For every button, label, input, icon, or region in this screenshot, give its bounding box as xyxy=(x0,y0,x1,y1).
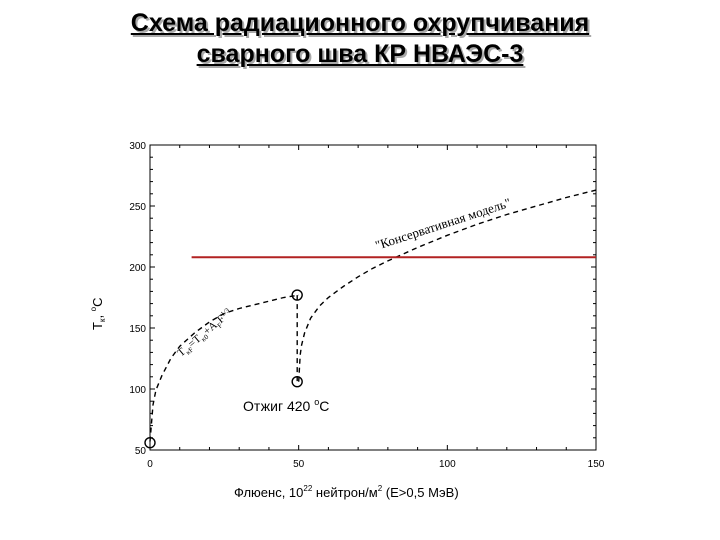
y-axis-label-degree: o xyxy=(89,306,98,311)
formula-part-tk0-sub: к0 xyxy=(200,333,211,344)
annealing-label-prefix: Отжиг 420 xyxy=(243,398,314,414)
annealing-label-unit: C xyxy=(319,398,329,414)
y-axis-label-sep: , xyxy=(90,311,105,318)
x-axis-label: Флюенс, 1022 нейтрон/м2 (E>0,5 МэВ) xyxy=(234,484,459,500)
y-tick-label: 200 xyxy=(129,263,146,274)
data-point-marker xyxy=(291,289,303,301)
formula-annotation: TкF=Tк0+AFF1/3 xyxy=(175,306,236,361)
formula-part-af-sub: F xyxy=(216,321,224,330)
y-tick-label: 250 xyxy=(129,202,146,213)
x-axis-label-unit-exp: 2 xyxy=(378,484,383,493)
slide-title: Схема радиационного охрупчивания сварног… xyxy=(0,8,720,70)
y-tick-label: 150 xyxy=(129,324,146,335)
series-group xyxy=(149,189,597,442)
y-axis-label-sub: к xyxy=(98,318,107,322)
y-axis-label-main: T xyxy=(90,322,105,330)
y-tick-label: 100 xyxy=(129,385,146,396)
y-axis-label-unit: C xyxy=(90,297,105,306)
y-tick-label: 300 xyxy=(129,141,146,152)
data-point-marker xyxy=(144,436,156,449)
plot-frame xyxy=(149,144,597,451)
x-axis-label-exp: 22 xyxy=(303,484,312,493)
markers-group xyxy=(144,289,303,449)
annealing-label: Отжиг 420 oC xyxy=(243,397,329,414)
x-axis-label-prefix: Флюенс, 10 xyxy=(234,485,303,500)
x-axis-label-unit: нейтрон/м xyxy=(312,485,377,500)
y-axis-label: Tк, oC xyxy=(89,297,107,330)
annealing-label-degree: o xyxy=(314,397,319,407)
formula-part-tkf-sub: кF xyxy=(184,346,195,357)
slide-title-line-2: сварного шва КР НВАЭС-3 xyxy=(196,40,524,68)
series-conservative-model xyxy=(298,189,597,382)
conservative-model-label: "Консервативная модель" xyxy=(373,195,512,253)
x-tick-label: 150 xyxy=(588,459,605,470)
x-tick-label: 50 xyxy=(293,459,305,470)
slide-title-line-1: Схема радиационного охрупчивания xyxy=(130,9,590,37)
x-axis-label-suffix: (E>0,5 МэВ) xyxy=(382,485,459,500)
x-tick-label: 100 xyxy=(439,459,456,470)
data-point-marker xyxy=(291,375,303,388)
series-embrittlement-curve xyxy=(149,294,299,442)
x-tick-label: 0 xyxy=(147,459,153,470)
y-tick-label: 50 xyxy=(135,446,147,457)
